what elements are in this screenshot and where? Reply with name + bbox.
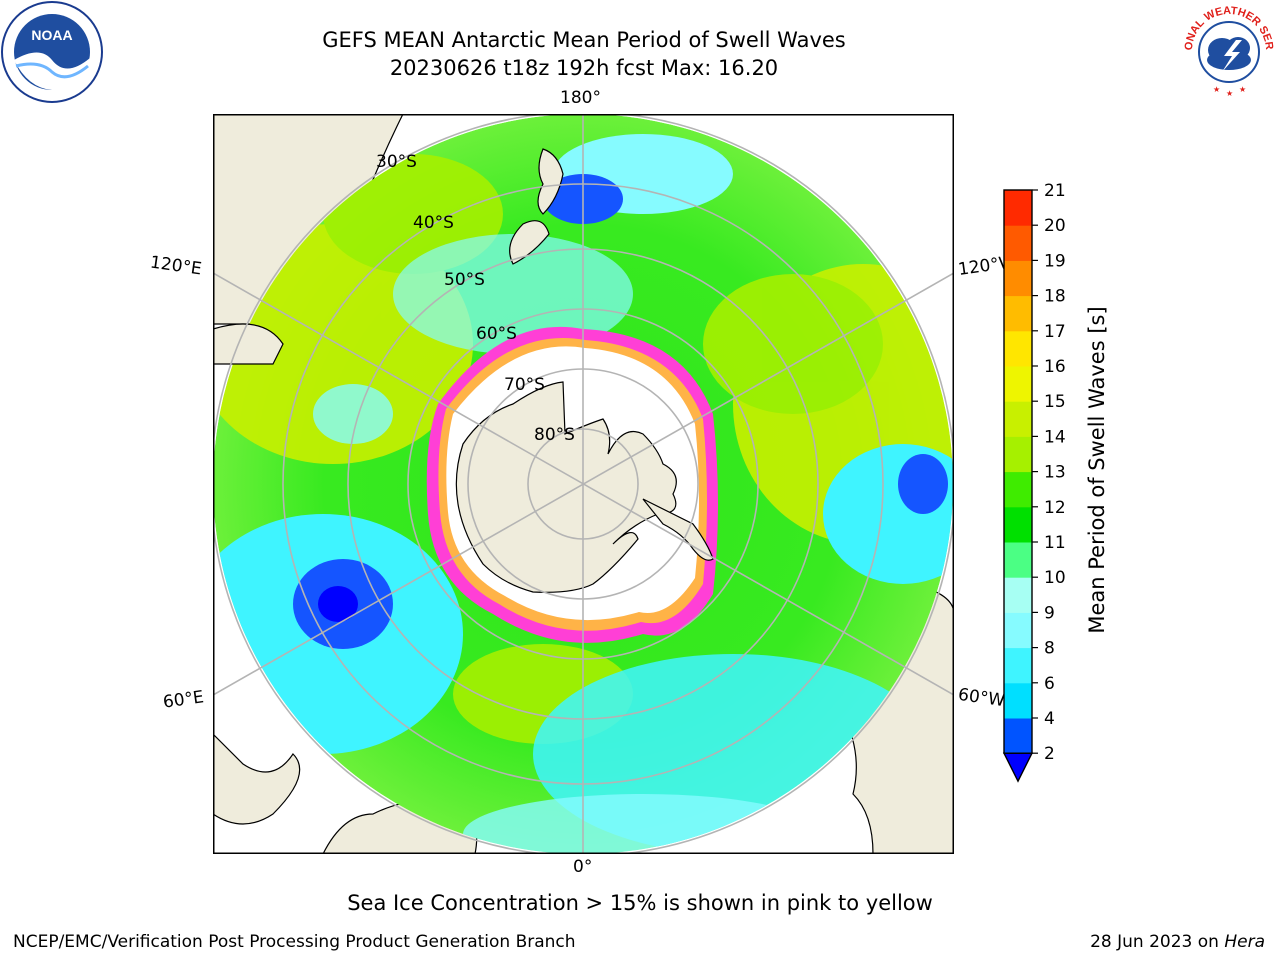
colorbar-extend-triangle — [1002, 752, 1034, 783]
colorbar-segment — [1004, 682, 1032, 719]
colorbar-segment — [1004, 577, 1032, 613]
map-border — [213, 114, 954, 854]
antarctica-land — [455, 381, 677, 593]
colorbar-tick-label: 6 — [1044, 674, 1055, 694]
colorbar-segment — [1004, 225, 1032, 261]
colorbar-tick-label: 10 — [1044, 568, 1066, 588]
sea-ice-caption: Sea Ice Concentration > 15% is shown in … — [347, 891, 933, 915]
colorbar-segment — [1004, 401, 1032, 437]
colorbar-segment — [1004, 260, 1032, 297]
colorbar-tick-label: 16 — [1044, 357, 1066, 377]
colorbar-segment — [1004, 295, 1032, 332]
lon-label-120e: 120°E — [148, 252, 203, 280]
footer-credit: NCEP/EMC/Verification Post Processing Pr… — [13, 932, 576, 952]
lat-label-70s: 70°S — [504, 375, 545, 395]
colorbar-segment — [1004, 471, 1032, 508]
colorbar-tick-label: 19 — [1044, 251, 1066, 271]
chart-title: GEFS MEAN Antarctic Mean Period of Swell… — [322, 28, 846, 52]
graticule — [213, 114, 954, 854]
svg-text:★: ★ — [1226, 89, 1233, 98]
colorbar-tick-label: 17 — [1044, 322, 1066, 342]
lon-label-180: 180° — [560, 88, 601, 108]
colorbar-tick-label: 21 — [1044, 181, 1066, 201]
colorbar-tick-label: 12 — [1044, 498, 1066, 518]
colorbar-segment — [1004, 542, 1032, 578]
colorbar-tick-label: 18 — [1044, 287, 1066, 307]
colorbar-tick-label: 15 — [1044, 392, 1066, 412]
colorbar-segment — [1004, 330, 1032, 367]
nws-logo: NATIONAL WEATHER SERVICE ★ ★ ★ — [1178, 0, 1278, 100]
land-pieces — [213, 148, 564, 365]
colorbar-segment — [1004, 647, 1032, 684]
lat-label-80s: 80°S — [534, 425, 575, 445]
footer-host: Hera — [1224, 932, 1265, 952]
colorbar-segment — [1004, 366, 1032, 402]
colorbar-segment — [1004, 718, 1032, 754]
colorbar: 2 4 6 8 9 10 11 12 13 14 15 16 17 18 19 20 21 — [1002, 181, 1066, 783]
antarctic-peninsula — [642, 498, 714, 561]
noaa-logo: NOAA — [1, 1, 103, 103]
colorbar-tick-label: 14 — [1044, 427, 1066, 447]
colorbar-tick-label: 9 — [1044, 603, 1055, 623]
colorbar-tick-label: 8 — [1044, 639, 1055, 659]
colorbar-tick-label: 11 — [1044, 533, 1066, 553]
lat-label-30s: 30°S — [376, 152, 417, 172]
colorbar-segment — [1004, 190, 1032, 226]
footer-date-text: 28 Jun 2023 on — [1090, 932, 1219, 952]
lat-label-40s: 40°S — [413, 213, 454, 233]
lon-label-60e: 60°E — [161, 687, 206, 713]
colorbar-tick-label: 20 — [1044, 216, 1066, 236]
polar-map — [213, 114, 954, 854]
lon-label-0: 0° — [573, 857, 593, 877]
footer-date: 28 Jun 2023 on Hera — [1090, 932, 1265, 952]
colorbar-tick-label: 13 — [1044, 463, 1066, 483]
lat-label-60s: 60°S — [476, 324, 517, 344]
colorbar-label: Mean Period of Swell Waves [s] — [1085, 306, 1109, 634]
colorbar-segment — [1004, 436, 1032, 473]
chart-subtitle: 20230626 t18z 192h fcst Max: 16.20 — [389, 56, 779, 80]
colorbar-tick-label: 4 — [1044, 709, 1055, 729]
svg-text:★: ★ — [1213, 85, 1220, 94]
lat-label-50s: 50°S — [444, 270, 485, 290]
colorbar-segment — [1004, 506, 1032, 543]
svg-text:★: ★ — [1239, 85, 1246, 94]
colorbar-segment — [1004, 612, 1032, 649]
colorbar-tick-label: 2 — [1044, 744, 1055, 764]
noaa-logo-text: NOAA — [31, 27, 72, 43]
